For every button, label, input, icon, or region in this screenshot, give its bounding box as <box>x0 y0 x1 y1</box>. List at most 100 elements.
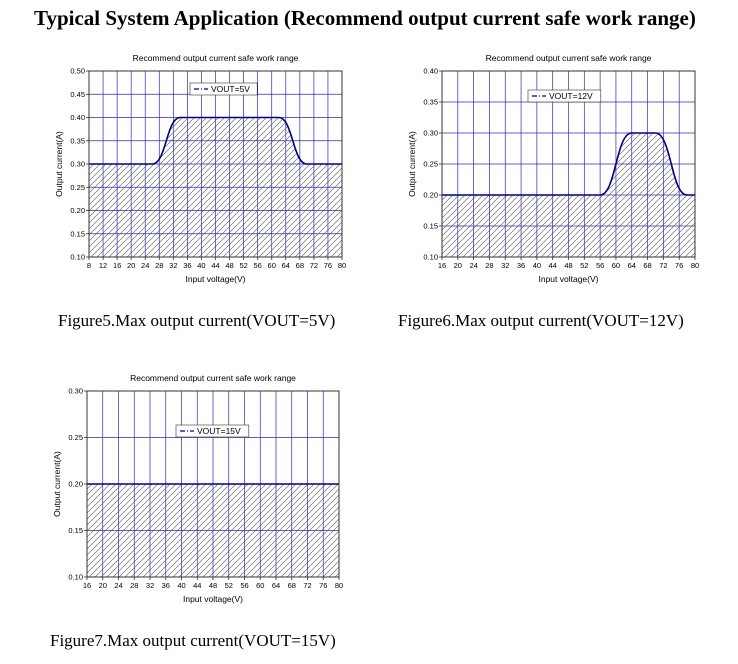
x-tick-label: 8 <box>87 261 91 270</box>
x-tick-label: 52 <box>239 261 247 270</box>
x-tick-label: 56 <box>253 261 261 270</box>
y-tick-label: 0.30 <box>70 160 85 169</box>
y-axis-label: Output current(A) <box>407 131 417 197</box>
x-tick-label: 48 <box>209 581 217 590</box>
x-tick-label: 28 <box>155 261 163 270</box>
x-tick-label: 24 <box>114 581 122 590</box>
x-tick-label: 68 <box>288 581 296 590</box>
legend-label: VOUT=5V <box>211 84 250 94</box>
x-tick-label: 64 <box>282 261 290 270</box>
legend-box <box>189 82 258 96</box>
x-tick-label: 68 <box>296 261 304 270</box>
x-tick-label: 68 <box>643 261 651 270</box>
x-tick-label: 36 <box>517 261 525 270</box>
y-tick-label: 0.50 <box>70 67 85 76</box>
legend-box <box>527 89 602 103</box>
y-tick-label: 0.10 <box>423 253 438 262</box>
y-tick-label: 0.45 <box>70 90 85 99</box>
y-tick-label: 0.35 <box>70 136 85 145</box>
legend-label: VOUT=15V <box>197 426 241 436</box>
x-tick-label: 44 <box>193 581 201 590</box>
y-axis-label: Output current(A) <box>52 451 62 517</box>
x-tick-label: 36 <box>162 581 170 590</box>
x-tick-label: 32 <box>501 261 509 270</box>
x-tick-label: 32 <box>146 581 154 590</box>
x-tick-label: 40 <box>533 261 541 270</box>
y-tick-label: 0.20 <box>68 480 83 489</box>
x-tick-label: 56 <box>596 261 604 270</box>
x-tick-label: 44 <box>549 261 557 270</box>
y-tick-label: 0.25 <box>68 433 83 442</box>
x-tick-label: 24 <box>141 261 149 270</box>
figure7-caption: Figure7.Max output current(VOUT=15V) <box>50 631 336 650</box>
x-tick-label: 28 <box>485 261 493 270</box>
x-tick-label: 16 <box>438 261 446 270</box>
x-tick-label: 80 <box>335 581 343 590</box>
legend-box <box>175 424 250 438</box>
y-tick-label: 0.10 <box>68 573 83 582</box>
x-tick-label: 20 <box>127 261 135 270</box>
x-tick-label: 56 <box>240 581 248 590</box>
x-tick-label: 52 <box>225 581 233 590</box>
series-area <box>87 484 339 577</box>
x-tick-label: 72 <box>659 261 667 270</box>
y-tick-label: 0.35 <box>423 98 438 107</box>
x-tick-label: 80 <box>691 261 699 270</box>
x-tick-label: 60 <box>612 261 620 270</box>
y-tick-label: 0.25 <box>70 183 85 192</box>
series-area <box>89 117 342 257</box>
series-line <box>89 116 342 165</box>
x-tick-label: 64 <box>272 581 280 590</box>
x-tick-label: 60 <box>256 581 264 590</box>
x-tick-label: 16 <box>113 261 121 270</box>
page-title: Typical System Application (Recommend ou… <box>34 6 696 30</box>
x-tick-label: 80 <box>338 261 346 270</box>
x-tick-label: 40 <box>177 581 185 590</box>
x-tick-label: 32 <box>169 261 177 270</box>
y-tick-label: 0.20 <box>70 206 85 215</box>
chart-title: Recommend output current safe work range <box>133 53 299 63</box>
x-tick-label: 24 <box>469 261 477 270</box>
x-tick-label: 20 <box>99 581 107 590</box>
x-tick-label: 44 <box>211 261 219 270</box>
x-tick-label: 36 <box>183 261 191 270</box>
x-tick-label: 16 <box>83 581 91 590</box>
x-tick-label: 12 <box>99 261 107 270</box>
y-tick-label: 0.10 <box>70 253 85 262</box>
y-tick-label: 0.20 <box>423 191 438 200</box>
x-tick-label: 72 <box>303 581 311 590</box>
series-line <box>442 132 695 196</box>
x-axis-label: Input voltage(V) <box>183 594 243 604</box>
x-tick-label: 48 <box>564 261 572 270</box>
x-axis-label: Input voltage(V) <box>538 274 598 284</box>
x-tick-label: 76 <box>324 261 332 270</box>
legend-label: VOUT=12V <box>549 91 593 101</box>
y-tick-label: 0.15 <box>70 229 85 238</box>
x-tick-label: 28 <box>130 581 138 590</box>
x-tick-label: 40 <box>197 261 205 270</box>
figure5-caption: Figure5.Max output current(VOUT=5V) <box>58 311 336 330</box>
x-tick-label: 64 <box>628 261 636 270</box>
y-tick-label: 0.15 <box>423 222 438 231</box>
figure6-caption: Figure6.Max output current(VOUT=12V) <box>398 311 684 330</box>
y-tick-label: 0.40 <box>70 113 85 122</box>
y-tick-label: 0.40 <box>423 67 438 76</box>
chart-title: Recommend output current safe work range <box>130 373 296 383</box>
y-tick-label: 0.25 <box>423 160 438 169</box>
x-tick-label: 76 <box>675 261 683 270</box>
chart-title: Recommend output current safe work range <box>486 53 652 63</box>
x-tick-label: 48 <box>225 261 233 270</box>
x-tick-label: 72 <box>310 261 318 270</box>
x-tick-label: 20 <box>454 261 462 270</box>
y-axis-label: Output current(A) <box>54 131 64 197</box>
x-tick-label: 52 <box>580 261 588 270</box>
x-tick-label: 60 <box>268 261 276 270</box>
y-tick-label: 0.30 <box>68 387 83 396</box>
y-tick-label: 0.30 <box>423 129 438 138</box>
x-axis-label: Input voltage(V) <box>185 274 245 284</box>
y-tick-label: 0.15 <box>68 526 83 535</box>
x-tick-label: 76 <box>319 581 327 590</box>
